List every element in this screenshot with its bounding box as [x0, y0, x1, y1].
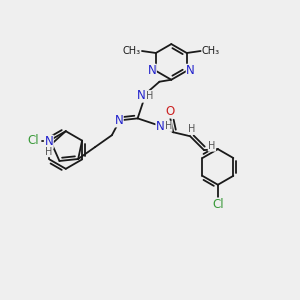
Text: H: H: [146, 91, 153, 100]
Text: N: N: [114, 114, 123, 127]
Text: N: N: [148, 64, 156, 77]
Text: H: H: [45, 147, 52, 157]
Text: H: H: [188, 124, 196, 134]
Text: N: N: [186, 64, 195, 77]
Text: N: N: [44, 135, 53, 148]
Text: Cl: Cl: [28, 134, 39, 147]
Text: O: O: [166, 105, 175, 118]
Text: CH₃: CH₃: [202, 46, 220, 56]
Text: Cl: Cl: [212, 198, 224, 211]
Text: H: H: [165, 121, 172, 131]
Text: N: N: [137, 89, 146, 102]
Text: H: H: [208, 141, 216, 151]
Text: CH₃: CH₃: [123, 46, 141, 56]
Text: N: N: [156, 120, 165, 133]
